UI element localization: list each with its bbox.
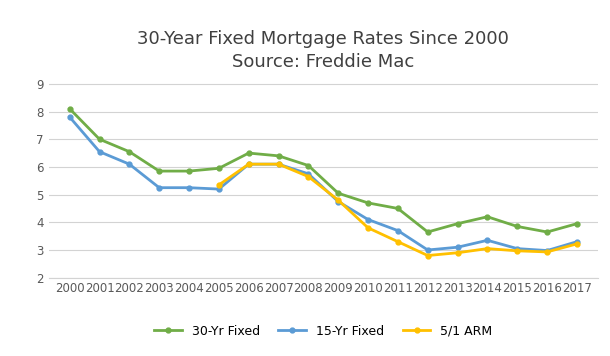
- Line: 5/1 ARM: 5/1 ARM: [217, 162, 580, 258]
- 15-Yr Fixed: [424, 248, 431, 252]
- 15-Yr Fixed: [156, 185, 163, 190]
- 15-Yr Fixed: [66, 115, 73, 119]
- 15-Yr Fixed: [275, 162, 282, 166]
- 15-Yr Fixed: [364, 218, 371, 222]
- 30-Yr Fixed: [484, 215, 491, 219]
- 30-Yr Fixed: [544, 230, 551, 234]
- 5/1 ARM: [275, 162, 282, 166]
- 5/1 ARM: [544, 250, 551, 254]
- 15-Yr Fixed: [454, 245, 461, 249]
- 5/1 ARM: [245, 162, 253, 166]
- Title: 30-Year Fixed Mortgage Rates Since 2000
Source: Freddie Mac: 30-Year Fixed Mortgage Rates Since 2000 …: [137, 30, 509, 71]
- 15-Yr Fixed: [185, 185, 193, 190]
- 15-Yr Fixed: [245, 162, 253, 166]
- 5/1 ARM: [305, 174, 312, 179]
- 30-Yr Fixed: [275, 154, 282, 158]
- 30-Yr Fixed: [215, 166, 223, 171]
- 15-Yr Fixed: [96, 150, 103, 154]
- Line: 15-Yr Fixed: 15-Yr Fixed: [67, 115, 580, 253]
- 30-Yr Fixed: [96, 137, 103, 141]
- 15-Yr Fixed: [544, 248, 551, 253]
- 30-Yr Fixed: [66, 107, 73, 111]
- 5/1 ARM: [334, 198, 342, 202]
- 5/1 ARM: [573, 242, 581, 246]
- 15-Yr Fixed: [394, 229, 401, 233]
- 30-Yr Fixed: [364, 201, 371, 205]
- 15-Yr Fixed: [484, 238, 491, 242]
- 30-Yr Fixed: [305, 163, 312, 168]
- 15-Yr Fixed: [215, 187, 223, 191]
- 30-Yr Fixed: [185, 169, 193, 173]
- 30-Yr Fixed: [245, 151, 253, 155]
- 30-Yr Fixed: [424, 230, 431, 234]
- 15-Yr Fixed: [305, 172, 312, 176]
- 30-Yr Fixed: [126, 150, 133, 154]
- 15-Yr Fixed: [334, 199, 342, 204]
- 5/1 ARM: [424, 253, 431, 258]
- 30-Yr Fixed: [514, 224, 521, 229]
- 15-Yr Fixed: [573, 240, 581, 244]
- 30-Yr Fixed: [394, 206, 401, 211]
- 5/1 ARM: [364, 226, 371, 230]
- 5/1 ARM: [514, 249, 521, 253]
- 5/1 ARM: [454, 251, 461, 255]
- 5/1 ARM: [484, 246, 491, 251]
- 5/1 ARM: [394, 240, 401, 244]
- 30-Yr Fixed: [334, 191, 342, 195]
- 15-Yr Fixed: [514, 246, 521, 251]
- 5/1 ARM: [215, 183, 223, 187]
- 30-Yr Fixed: [454, 221, 461, 226]
- 30-Yr Fixed: [156, 169, 163, 173]
- 30-Yr Fixed: [573, 221, 581, 226]
- Legend: 30-Yr Fixed, 15-Yr Fixed, 5/1 ARM: 30-Yr Fixed, 15-Yr Fixed, 5/1 ARM: [149, 320, 498, 343]
- Line: 30-Yr Fixed: 30-Yr Fixed: [67, 106, 580, 234]
- 15-Yr Fixed: [126, 162, 133, 166]
